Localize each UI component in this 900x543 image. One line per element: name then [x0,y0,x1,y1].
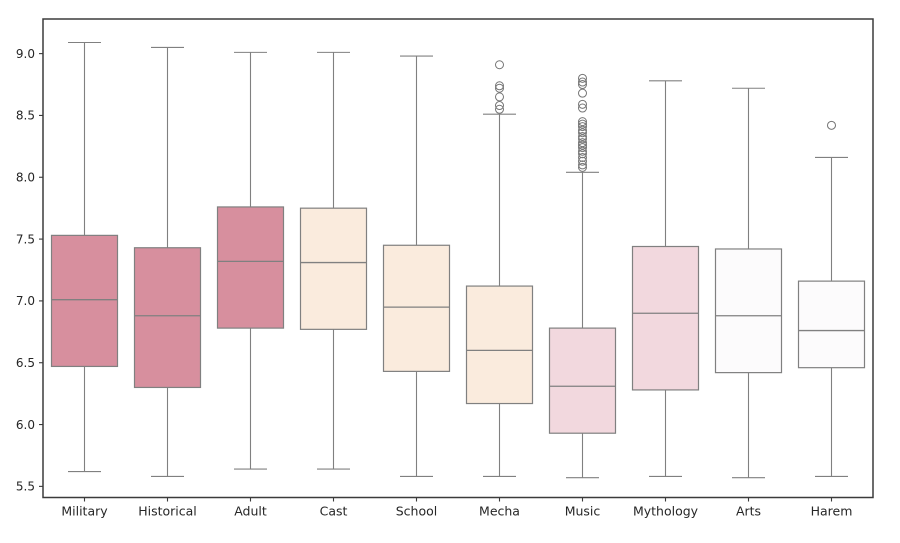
box-harem [797,280,866,369]
x-axis-category-label-military: Military [61,504,108,519]
outlier-music [578,80,587,90]
outlier-music [578,99,587,109]
box-historical [133,247,202,389]
outlier-music [578,138,587,148]
x-axis-category-label-mythology: Mythology [633,504,699,519]
box-music [548,327,617,434]
outlier-music [578,156,587,166]
outlier-music [578,88,587,98]
y-axis-tick-label: 9.0 [16,47,35,61]
x-axis-category-label-music: Music [565,504,601,519]
outlier-music [578,128,587,138]
y-axis-tick-label: 6.5 [16,356,35,370]
outlier-music [578,125,587,135]
outlier-music [578,162,587,172]
x-axis-category-label-adult: Adult [234,504,267,519]
x-axis-category-label-mecha: Mecha [479,504,520,519]
box-adult [216,206,285,329]
outlier-mecha [495,92,504,102]
outlier-music [578,134,587,144]
outlier-mecha [495,81,504,91]
outlier-music [578,73,587,83]
box-arts [714,248,783,374]
outlier-music [578,103,587,113]
outlier-music [578,140,587,150]
x-axis-category-label-historical: Historical [138,504,197,519]
outlier-music [578,122,587,132]
outlier-mecha [495,83,504,93]
outlier-mecha [495,104,504,114]
y-axis-tick-label: 8.5 [16,109,35,123]
box-school [382,244,451,372]
box-military [50,234,119,368]
outlier-music [578,119,587,129]
outlier-music [578,77,587,87]
x-axis-category-label-school: School [396,504,438,519]
outlier-mecha [495,60,504,70]
y-axis-tick-label: 5.5 [16,480,35,494]
outlier-music [578,152,587,162]
x-axis-category-label-harem: Harem [811,504,853,519]
y-axis-tick-label: 6.0 [16,418,35,432]
y-axis-tick-label: 7.0 [16,294,35,308]
y-axis-tick-label: 7.5 [16,232,35,246]
outlier-music [578,149,587,159]
box-mythology [631,245,700,391]
outlier-music [578,160,587,170]
x-axis-category-label-arts: Arts [736,504,761,519]
box-cast [299,207,368,330]
outlier-music [578,117,587,127]
plot-spines [42,18,874,499]
x-axis-category-label-cast: Cast [320,504,348,519]
outlier-harem [827,120,836,130]
y-axis-tick-label: 8.0 [16,170,35,184]
outlier-mecha [495,101,504,111]
outlier-music [578,146,587,156]
box-mecha [465,285,534,405]
outlier-music [578,131,587,141]
outlier-music [578,143,587,153]
